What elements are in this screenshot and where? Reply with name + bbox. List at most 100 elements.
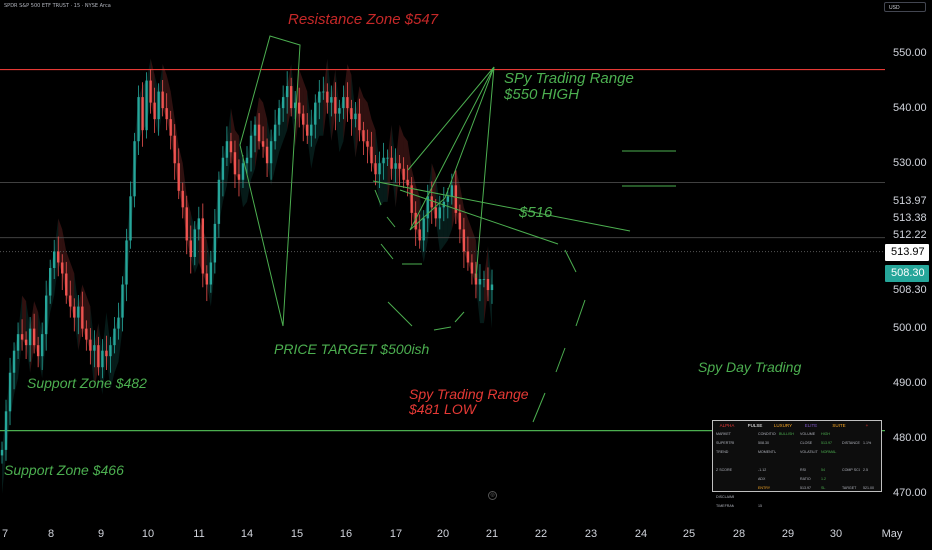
candle-body [57,251,60,263]
candle-body [209,262,213,285]
support-466-label: Support Zone $466 [4,462,124,478]
candle-body [197,218,201,230]
cloud-segment [190,212,195,274]
candle-body [117,317,120,329]
candle-body [450,185,454,197]
cloud-segment [98,323,103,395]
candle-body [414,212,417,230]
candle-body [462,229,466,252]
dashboard-cell [839,502,860,511]
candle-body [346,97,349,109]
dashboard-cell [797,502,818,511]
cloud-segment [22,295,27,346]
support-482-label: Support Zone $482 [27,375,147,391]
candle-body [44,295,48,335]
candle-body [249,135,253,158]
time-tick: 22 [534,528,548,540]
price-tick: 540.00 [893,102,927,114]
candle-body [486,279,490,291]
candle-body [314,102,317,125]
cloud-segment [78,284,83,351]
candle-body [137,97,140,142]
candle-body [410,185,413,213]
cloud-segment [255,97,260,169]
candle-body [293,102,297,109]
tab-suite[interactable]: SUITE [832,423,846,428]
scroll-to-realtime-icon[interactable]: ◎ [488,491,497,500]
cloud-segment [343,64,348,142]
price-tick: 480.00 [893,432,927,444]
cloud-segment [327,58,332,142]
dashboard-cell: COMP SCORE [842,468,860,472]
time-tick: 24 [634,528,648,540]
dashboard-cell: DISCLAIMER [716,495,734,499]
tab-add[interactable]: + [865,423,869,428]
dashboard-cell: 521.00 [863,486,874,490]
cloud-segment [267,119,272,186]
candle-body [213,223,217,263]
cloud-segment [38,312,43,379]
dashboard-cell [839,457,860,466]
dashboard-cell: TREND [716,450,729,454]
dashboard-cell: SUPERTREND [716,441,734,445]
candle-body [173,135,176,164]
cloud-segment [395,124,400,208]
dashboard-cell: 54 [821,468,825,472]
dashboard-cell [734,493,755,502]
dashboard-cell [860,475,881,484]
time-tick: 23 [584,528,598,540]
dashboard-cell: VOLUME [800,432,816,436]
candle-body [241,163,245,180]
cloud-segment [323,58,328,136]
candle-body [430,196,433,208]
cloud-segment [90,306,95,390]
spy-day-trading-label: Spy Day Trading [698,359,802,375]
candle-body [402,168,405,180]
candle-body [153,102,156,120]
cloud-segment [102,312,107,395]
price-level-label: 508.30 [893,284,927,296]
time-tick: 16 [339,528,353,540]
dashboard-cell [713,475,734,484]
time-tick: 29 [781,528,795,540]
tab-elite[interactable]: ELITE [804,423,818,428]
candle-body [358,113,361,131]
candle-body [125,240,128,285]
cloud-segment [483,245,488,324]
dashboard-cell [818,502,839,511]
dashboard-cell [818,457,839,466]
tab-pulse[interactable]: PULSE [747,423,763,428]
candle-body [370,146,373,164]
candle-body [446,196,450,202]
candle-body [354,113,357,120]
dashboard-cell [839,430,860,439]
last-price-box: 513.97 [885,244,929,261]
dashboard-cell [860,448,881,457]
cloud-segment [383,157,388,202]
candle-body [398,163,401,169]
dashboard-cell [734,502,755,511]
candle-body [105,350,108,357]
candle-body [458,212,462,230]
candle-body [28,328,32,346]
dashboard-cell: CONDITION [758,432,776,436]
dashboard-cell [734,430,755,439]
candle-body [374,163,377,175]
candle-body [20,334,24,340]
candle-body [330,97,333,103]
tab-luxury[interactable]: LUXURY [773,423,793,428]
dashboard-tabs: ALPHA PULSE LUXURY ELITE SUITE + [713,421,881,430]
candle-body [141,97,144,131]
dashboard-cell [734,484,755,493]
candle-body [289,86,293,109]
candle-body [426,196,429,219]
candle-body [205,273,209,285]
tab-alpha[interactable]: ALPHA [719,423,735,428]
time-tick: 9 [97,528,105,540]
time-tick: 17 [389,528,403,540]
currency-selector[interactable]: USD [884,2,926,12]
dashboard-row: Z SCORE -1.12 RSI 54 COMP SCORE2.5 [713,466,881,475]
range-high-fan-drawing [407,66,495,279]
candle-body [261,141,265,147]
